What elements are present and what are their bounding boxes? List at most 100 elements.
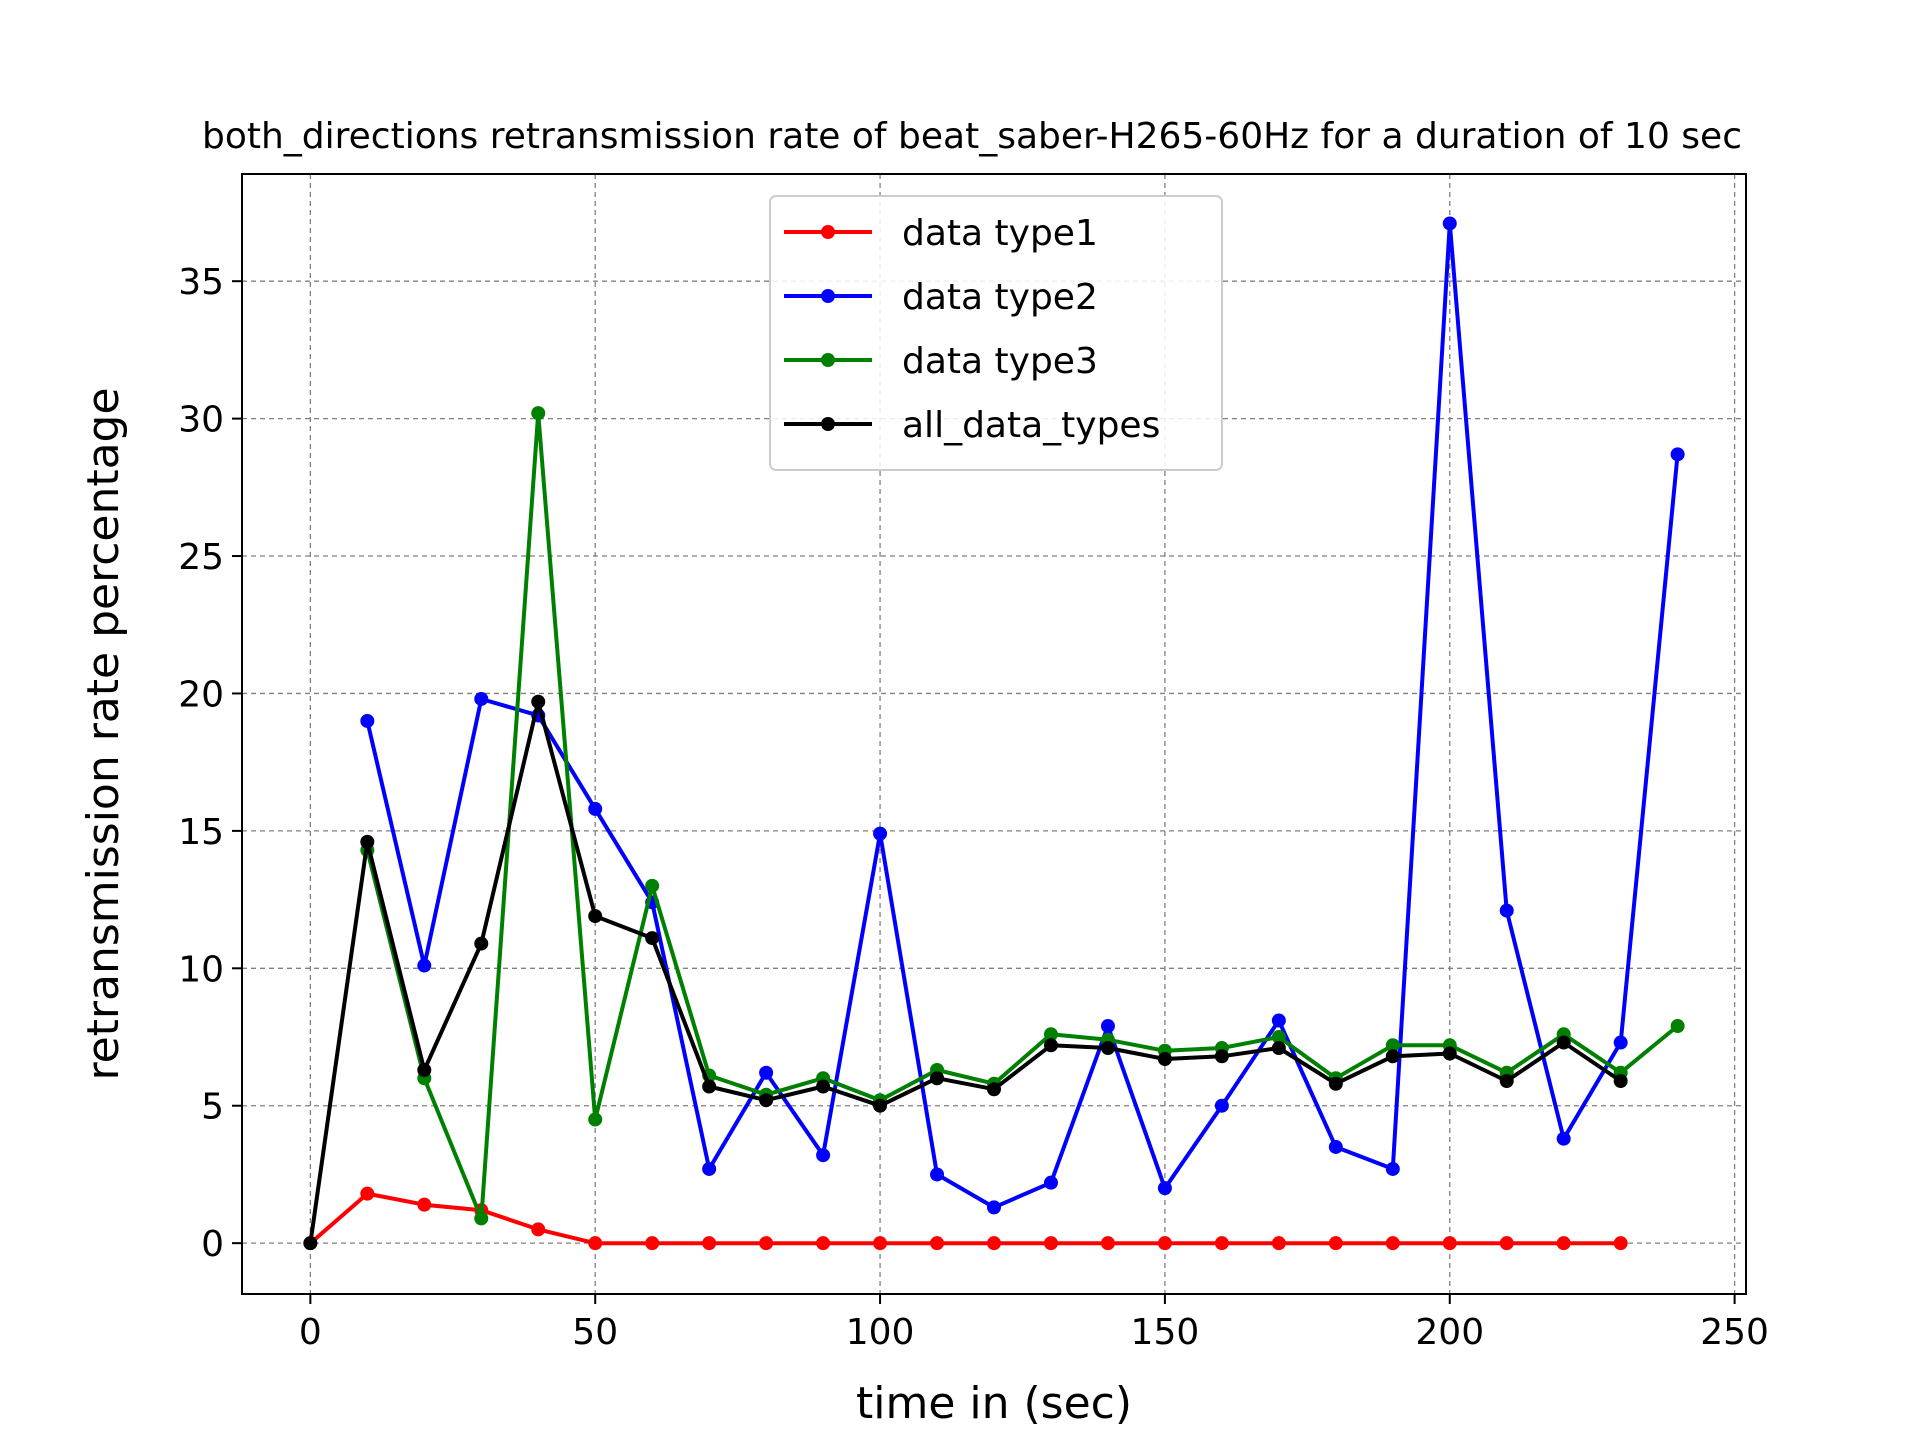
- data-point-3: [645, 878, 660, 893]
- data-point-2: [1214, 1098, 1229, 1113]
- data-point-3: [531, 406, 546, 421]
- data-point-2: [1385, 1161, 1400, 1176]
- data-point-4: [759, 1093, 774, 1108]
- series-lines: [303, 216, 1685, 1251]
- data-point-1: [1271, 1236, 1286, 1251]
- legend-swatch-marker: [821, 289, 835, 303]
- legend-label: data type2: [902, 277, 1098, 318]
- data-point-2: [1328, 1139, 1343, 1154]
- data-point-4: [1157, 1052, 1172, 1067]
- chart-title: both_directions retransmission rate of b…: [202, 116, 1742, 157]
- data-point-4: [360, 834, 375, 849]
- data-point-4: [645, 931, 660, 946]
- y-tick-label: 10: [178, 949, 224, 990]
- data-point-1: [1385, 1236, 1400, 1251]
- data-point-3: [1271, 1030, 1286, 1045]
- data-point-1: [702, 1236, 717, 1251]
- plot-frame: [241, 173, 1747, 1295]
- data-point-2: [702, 1161, 717, 1176]
- data-point-4: [474, 936, 489, 951]
- legend-box: [769, 195, 1223, 471]
- data-point-4: [702, 1079, 717, 1094]
- data-point-1: [987, 1236, 1001, 1251]
- data-point-4: [1613, 1073, 1628, 1088]
- axis-ticks: 0 50 100 150 200 250 0 5 10 15 20 25 30 35: [178, 262, 1769, 1353]
- data-point-1: [1499, 1236, 1514, 1251]
- data-point-2: [930, 1167, 945, 1182]
- data-point-2: [588, 801, 603, 816]
- data-point-3: [588, 1112, 603, 1127]
- data-point-4: [588, 909, 603, 924]
- data-point-2: [474, 691, 489, 706]
- x-axis-label: time in (sec): [856, 1378, 1132, 1429]
- series-line-3: [365, 411, 1679, 1221]
- data-point-1: [759, 1236, 774, 1251]
- legend: data type1 data type2 data type3 all_data_t…: [769, 195, 1223, 471]
- data-point-3: [474, 1211, 489, 1226]
- x-tick-label: 50: [572, 1312, 618, 1353]
- data-point-2: [1271, 1013, 1286, 1028]
- data-point-2: [1670, 447, 1685, 462]
- data-point-3: [1043, 1027, 1058, 1042]
- data-point-4: [1214, 1049, 1229, 1064]
- data-point-4: [873, 1098, 888, 1113]
- data-point-4: [816, 1079, 831, 1094]
- legend-label: data type3: [902, 341, 1098, 382]
- data-point-4: [1556, 1035, 1571, 1050]
- legend-label: all_data_types: [902, 405, 1160, 446]
- data-point-1: [588, 1236, 603, 1251]
- data-point-1: [930, 1236, 945, 1251]
- y-tick-label: 25: [178, 537, 224, 578]
- data-point-4: [531, 694, 546, 709]
- x-tick-label: 0: [299, 1312, 322, 1353]
- data-point-4: [1442, 1046, 1457, 1061]
- data-point-1: [1100, 1236, 1115, 1251]
- data-point-4: [303, 1236, 318, 1251]
- y-tick-label: 5: [201, 1087, 224, 1128]
- y-tick-label: 35: [178, 262, 224, 303]
- data-point-2: [1442, 216, 1457, 231]
- y-axis-label: retransmission rate percentage: [78, 387, 129, 1080]
- data-point-2: [360, 713, 375, 728]
- data-point-1: [816, 1236, 831, 1251]
- data-point-2: [417, 958, 432, 973]
- x-tick-label: 250: [1700, 1312, 1769, 1353]
- data-point-2: [1556, 1131, 1571, 1146]
- data-point-2: [1613, 1035, 1628, 1050]
- legend-label: data type1: [902, 213, 1098, 254]
- x-tick-label: 150: [1131, 1312, 1200, 1353]
- data-point-1: [645, 1236, 660, 1251]
- y-tick-label: 20: [178, 674, 224, 715]
- x-tick-label: 200: [1415, 1312, 1484, 1353]
- data-point-1: [1613, 1236, 1628, 1251]
- data-point-2: [1157, 1181, 1172, 1196]
- data-point-1: [1556, 1236, 1571, 1251]
- data-point-4: [1328, 1076, 1343, 1091]
- data-point-2: [1499, 903, 1514, 918]
- series-line-1: [309, 1191, 1621, 1246]
- data-point-2: [987, 1200, 1001, 1215]
- data-point-4: [417, 1063, 432, 1077]
- data-point-2: [1043, 1175, 1058, 1190]
- data-point-1: [417, 1197, 432, 1212]
- data-point-1: [1214, 1236, 1229, 1251]
- series-line-4: [308, 699, 1622, 1244]
- data-point-1: [1157, 1236, 1172, 1251]
- data-point-4: [1043, 1038, 1058, 1053]
- data-point-2: [1100, 1019, 1115, 1034]
- y-tick-label: 30: [178, 400, 224, 441]
- legend-swatch-marker: [821, 353, 835, 367]
- y-tick-label: 15: [178, 812, 224, 853]
- data-point-4: [1271, 1041, 1286, 1056]
- series-line-2: [365, 221, 1680, 1210]
- data-point-1: [1328, 1236, 1343, 1251]
- data-point-4: [930, 1071, 945, 1086]
- data-point-2: [759, 1065, 774, 1080]
- data-point-3: [1670, 1019, 1685, 1034]
- y-tick-label: 0: [201, 1224, 224, 1265]
- data-point-1: [1442, 1236, 1457, 1251]
- data-point-1: [531, 1222, 546, 1237]
- data-point-3: [1385, 1038, 1400, 1053]
- data-point-4: [987, 1082, 1001, 1097]
